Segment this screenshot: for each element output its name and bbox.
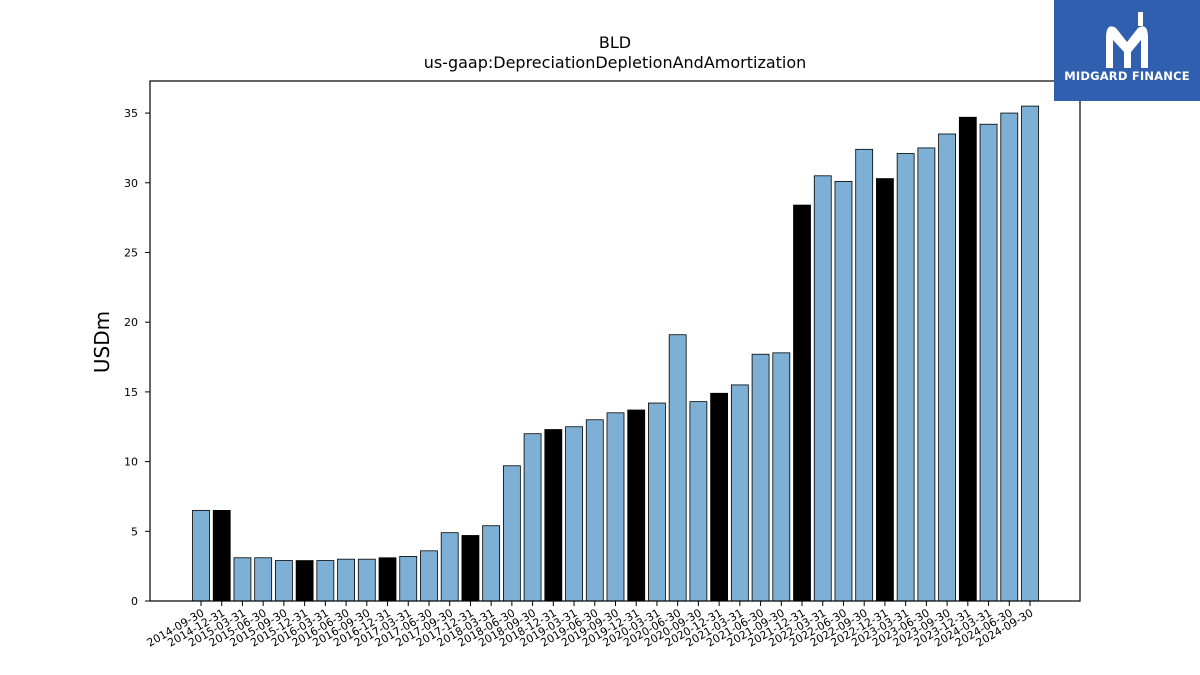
bar-2024-09-30 xyxy=(1021,105,1039,602)
bar-2014-12-31 xyxy=(212,509,231,602)
bar-2023-06-30 xyxy=(917,147,936,602)
y-tick-label: 30 xyxy=(124,177,138,190)
bar-2015-06-30 xyxy=(254,557,273,602)
y-axis-label: USDm xyxy=(90,311,114,373)
bar-2022-12-31 xyxy=(876,178,894,602)
bar-2020-06-30 xyxy=(668,334,687,602)
chart-subtitle: us-gaap:DepreciationDepletionAndAmortiza… xyxy=(424,53,807,72)
bar-2022-03-31 xyxy=(813,175,832,602)
bar-2016-09-30 xyxy=(357,558,376,602)
bar-2015-03-31 xyxy=(233,557,252,602)
bar-2023-12-31 xyxy=(958,116,977,602)
bar-2019-12-31 xyxy=(627,409,646,602)
bar-2015-12-31 xyxy=(295,560,314,602)
bar-2024-03-31 xyxy=(979,123,998,602)
bar-2017-12-31 xyxy=(461,535,480,602)
bar-2015-09-30 xyxy=(274,560,293,602)
y-tick-label: 35 xyxy=(124,107,138,120)
bar-2017-06-30 xyxy=(420,550,438,602)
bar-2018-12-31 xyxy=(544,429,563,602)
midgard-m-logo-icon xyxy=(1106,12,1148,68)
brand-logo: MIDGARD FINANCE xyxy=(1054,0,1200,101)
bar-2024-06-30 xyxy=(1000,112,1019,602)
bar-2020-03-31 xyxy=(648,402,666,602)
y-tick-label: 20 xyxy=(124,316,138,329)
bar-2023-03-31 xyxy=(896,153,915,602)
y-tick-label: 25 xyxy=(124,246,138,259)
brand-name: MIDGARD FINANCE xyxy=(1064,69,1190,83)
bar-2017-03-31 xyxy=(399,555,418,602)
bar-2021-06-30 xyxy=(751,353,770,602)
y-axis-ticks: 0 5 10 15 20 25 30 35 xyxy=(124,107,150,608)
bar-2019-09-30 xyxy=(606,412,625,602)
bar-2023-09-30 xyxy=(938,133,956,602)
bar-2018-06-30 xyxy=(502,465,521,602)
x-axis-ticks: 2014-09-302014-12-312015-03-312015-06-30… xyxy=(145,601,1036,650)
bar-2021-03-31 xyxy=(730,384,749,602)
bar-2022-09-30 xyxy=(855,148,874,602)
bar-2020-09-30 xyxy=(689,401,708,602)
bar-2020-12-31 xyxy=(710,392,729,602)
bar-2017-09-30 xyxy=(440,532,459,602)
chart-title: BLD xyxy=(599,33,631,52)
bar-2021-09-30 xyxy=(772,352,791,602)
bar-2021-12-31 xyxy=(793,204,811,602)
plot-frame xyxy=(149,80,1081,602)
y-tick-label: 0 xyxy=(131,595,138,608)
bar-2016-06-30 xyxy=(337,558,355,602)
bars-group xyxy=(192,105,1039,602)
bar-2014-09-30 xyxy=(192,509,210,602)
bar-2016-03-31 xyxy=(316,560,335,602)
bar-2016-12-31 xyxy=(378,557,397,602)
y-tick-label: 10 xyxy=(124,456,138,469)
bar-2019-06-30 xyxy=(585,419,604,602)
y-tick-label: 5 xyxy=(131,525,138,538)
bar-2019-03-31 xyxy=(565,426,583,602)
bar-2022-06-30 xyxy=(834,180,853,602)
y-tick-label: 15 xyxy=(124,386,138,399)
bar-2018-09-30 xyxy=(523,433,542,602)
bar-2018-03-31 xyxy=(482,525,501,602)
